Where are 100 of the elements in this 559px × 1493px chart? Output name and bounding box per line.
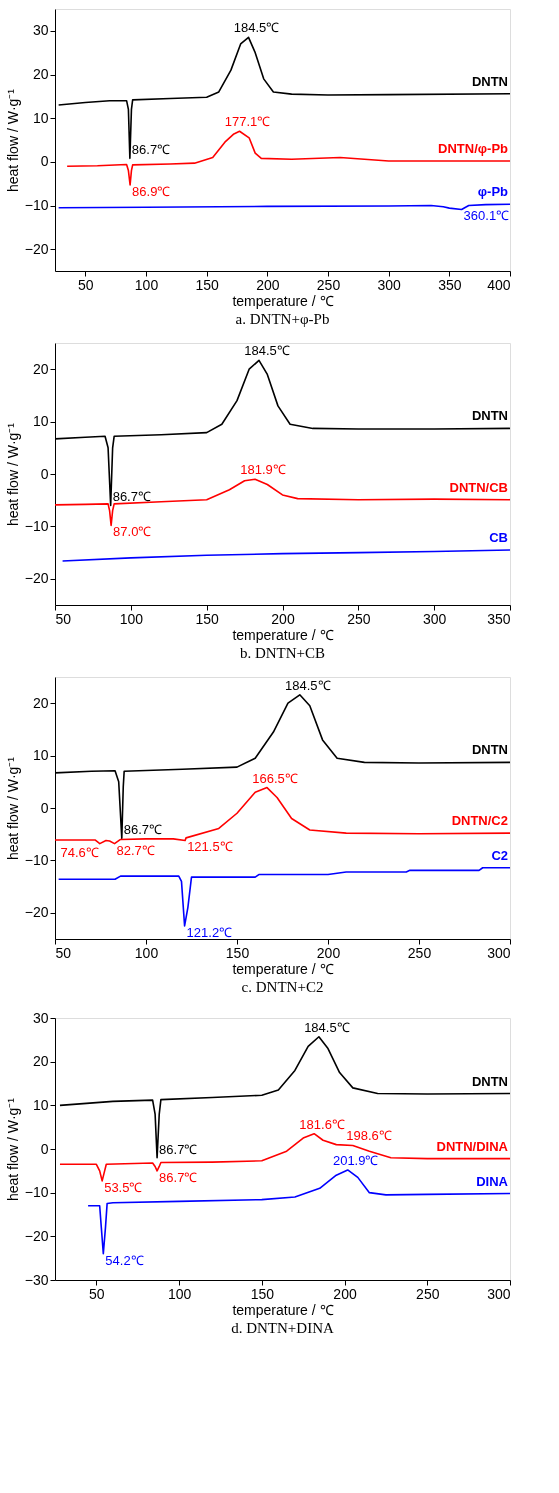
series-label: DNTN bbox=[471, 408, 508, 424]
line-series bbox=[61, 549, 510, 562]
y-tick-label: 0 bbox=[40, 1140, 49, 1157]
annotation: 86.7℃ bbox=[159, 1141, 198, 1157]
annotation: 82.7℃ bbox=[116, 842, 155, 858]
y-axis-title: heat flow / W·g⁻¹ bbox=[4, 756, 21, 861]
y-tick-label: −20 bbox=[24, 904, 49, 921]
x-tick-label: 300 bbox=[487, 944, 511, 961]
text: d. DNTN+DINA bbox=[231, 1320, 334, 1336]
y-tick-label: 20 bbox=[32, 1053, 49, 1070]
annotation: 177.1℃ bbox=[224, 114, 271, 130]
x-tick-label: 50 bbox=[78, 276, 94, 293]
y-tick-label: −20 bbox=[24, 570, 49, 587]
x-tick-label: 100 bbox=[134, 276, 159, 293]
x-tick-label: 250 bbox=[416, 1285, 440, 1302]
annotation: 87.0℃ bbox=[113, 524, 152, 540]
y-tick-label: 20 bbox=[32, 66, 49, 82]
y-tick-label: 10 bbox=[32, 747, 49, 764]
annotation: 201.9℃ bbox=[332, 1152, 379, 1168]
y-tick-label: −10 bbox=[24, 1184, 49, 1201]
series-label: DINA bbox=[476, 1173, 509, 1189]
series-label: DNTN bbox=[471, 1073, 508, 1089]
line-series bbox=[55, 478, 510, 527]
x-axis-title: temperature / ℃ bbox=[232, 1301, 334, 1318]
annotation: 86.7℃ bbox=[131, 142, 171, 158]
x-tick-label: 50 bbox=[89, 1285, 105, 1302]
x-tick-label: 350 bbox=[487, 610, 511, 627]
line-series bbox=[87, 1169, 510, 1255]
y-axis-title: heat flow / W·g⁻¹ bbox=[4, 88, 21, 193]
x-tick-label: 350 bbox=[438, 276, 462, 293]
annotation: 86.7℃ bbox=[112, 489, 151, 505]
y-tick-label: 10 bbox=[32, 109, 49, 126]
annotation: 121.5℃ bbox=[187, 839, 233, 855]
y-tick-label: 0 bbox=[40, 153, 49, 170]
x-tick-label: 250 bbox=[347, 610, 371, 627]
series-label: C2 bbox=[491, 847, 508, 863]
annotation: 184.5℃ bbox=[304, 1019, 350, 1035]
y-tick-label: −20 bbox=[24, 240, 49, 257]
y-tick-label: 30 bbox=[32, 1009, 49, 1026]
line-series bbox=[57, 866, 510, 927]
annotation: 184.5℃ bbox=[285, 677, 331, 693]
annotation: 86.7℃ bbox=[159, 1169, 198, 1185]
x-tick-label: 50 bbox=[55, 944, 72, 961]
x-tick-label: 300 bbox=[487, 1285, 511, 1302]
y-tick-label: 30 bbox=[32, 22, 49, 39]
series-label: CB bbox=[489, 529, 508, 545]
text: b. DNTN+CB bbox=[239, 645, 326, 661]
annotation: 86.7℃ bbox=[123, 822, 163, 838]
x-tick-label: 100 bbox=[134, 944, 159, 961]
annotation: 181.9℃ bbox=[240, 462, 286, 478]
x-tick-label: 150 bbox=[225, 944, 250, 961]
x-tick-label: 50 bbox=[55, 610, 72, 627]
annotation: 74.6℃ bbox=[60, 844, 99, 860]
line-series bbox=[66, 130, 510, 186]
annotation: 86.9℃ bbox=[132, 183, 171, 199]
x-tick-label: 150 bbox=[195, 276, 220, 293]
line-series bbox=[57, 36, 510, 160]
x-tick-label: 250 bbox=[407, 944, 432, 961]
x-tick-label: 200 bbox=[316, 944, 341, 961]
y-tick-label: −30 bbox=[24, 1271, 49, 1288]
y-tick-label: 0 bbox=[40, 799, 49, 816]
annotation: 184.5℃ bbox=[233, 20, 280, 36]
y-tick-label: −10 bbox=[24, 517, 49, 534]
x-axis-title: temperature / ℃ bbox=[232, 626, 334, 643]
annotation: 121.2℃ bbox=[186, 924, 233, 940]
x-tick-label: 100 bbox=[119, 610, 144, 627]
y-axis-title: heat flow / W·g⁻¹ bbox=[4, 1097, 21, 1202]
y-tick-label: 10 bbox=[32, 413, 49, 430]
annotation: 198.6℃ bbox=[346, 1127, 392, 1143]
annotation: 166.5℃ bbox=[252, 770, 298, 786]
x-tick-label: 150 bbox=[195, 610, 220, 627]
y-tick-label: 0 bbox=[40, 465, 49, 482]
x-tick-label: 400 bbox=[487, 276, 511, 293]
annotation: 54.2℃ bbox=[105, 1252, 144, 1268]
series-label: DNTN/CB bbox=[449, 479, 508, 495]
x-tick-label: 200 bbox=[333, 1285, 357, 1302]
y-tick-label: −10 bbox=[24, 851, 49, 868]
series-label: DNTN/DINA bbox=[436, 1138, 509, 1154]
y-tick-label: −10 bbox=[24, 197, 49, 213]
series-label: DNTN bbox=[471, 73, 508, 89]
y-tick-label: −20 bbox=[24, 1227, 49, 1244]
x-tick-label: 100 bbox=[167, 1285, 192, 1302]
y-axis-title: heat flow / W·g⁻¹ bbox=[4, 422, 21, 527]
annotation: 360.1℃ bbox=[463, 208, 510, 224]
annotation: 181.6℃ bbox=[299, 1116, 345, 1132]
x-axis-title: temperature / ℃ bbox=[232, 292, 334, 309]
y-tick-label: 20 bbox=[32, 360, 49, 377]
annotation: 184.5℃ bbox=[244, 343, 290, 359]
series-label: DNTN/φ-Pb bbox=[438, 140, 509, 156]
x-tick-label: 200 bbox=[256, 276, 280, 293]
x-tick-label: 200 bbox=[271, 610, 295, 627]
text: a. DNTN+φ-Pb bbox=[235, 311, 330, 327]
annotation: 53.5℃ bbox=[104, 1179, 143, 1195]
x-tick-label: 300 bbox=[377, 276, 402, 293]
y-tick-label: 10 bbox=[32, 1096, 49, 1113]
x-axis-title: temperature / ℃ bbox=[232, 960, 334, 977]
x-tick-label: 150 bbox=[250, 1285, 275, 1302]
series-label: DNTN bbox=[471, 742, 508, 758]
series-label: DNTN/C2 bbox=[451, 813, 508, 829]
x-tick-label: 300 bbox=[422, 610, 447, 627]
